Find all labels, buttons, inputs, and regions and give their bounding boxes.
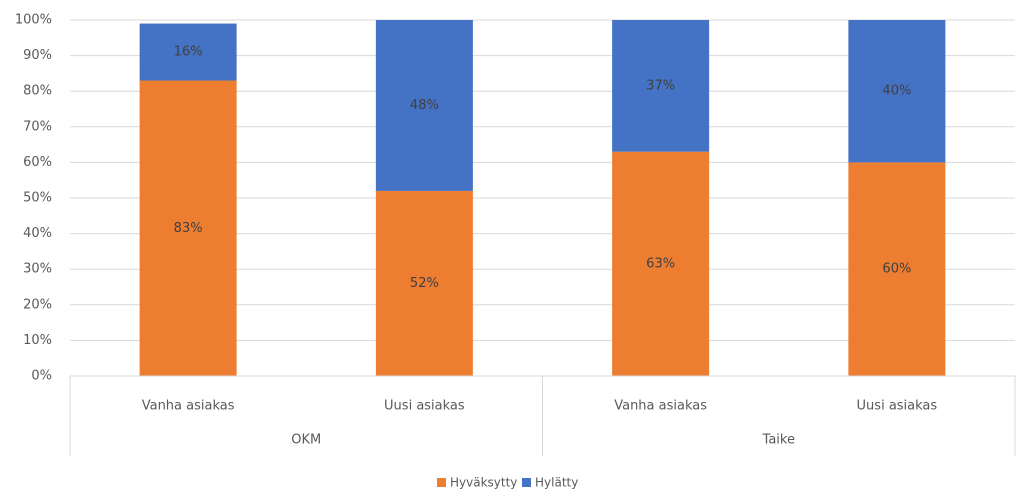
bar-segment	[612, 20, 710, 152]
data-label: 48%	[410, 98, 439, 113]
y-tick-label: 90%	[23, 48, 52, 63]
data-label: 83%	[174, 221, 203, 236]
bar-segment	[848, 162, 946, 376]
legend-label: Hyväksytty	[450, 476, 517, 490]
bar-segment	[848, 20, 946, 163]
bar-segment	[375, 20, 473, 191]
group-label: Taike	[762, 433, 795, 448]
bar-segment	[375, 190, 473, 376]
bar-segment	[139, 80, 237, 377]
x-tick-label: Uusi asiakas	[857, 399, 938, 414]
y-tick-label: 50%	[23, 191, 52, 206]
y-tick-label: 0%	[31, 369, 52, 384]
y-tick-label: 10%	[23, 333, 52, 348]
y-tick-label: 60%	[23, 155, 52, 170]
group-label: OKM	[291, 433, 321, 448]
bar-segment	[612, 151, 710, 376]
x-tick-label: Vanha asiakas	[142, 399, 235, 414]
legend-swatch	[522, 478, 531, 487]
bar-segment	[139, 23, 237, 81]
data-label: 63%	[646, 256, 675, 271]
y-tick-label: 40%	[23, 226, 52, 241]
y-tick-label: 30%	[23, 262, 52, 277]
x-tick-label: Uusi asiakas	[384, 399, 465, 414]
y-tick-label: 20%	[23, 297, 52, 312]
data-label: 37%	[646, 78, 675, 93]
data-label: 60%	[882, 262, 911, 277]
x-tick-label: Vanha asiakas	[614, 399, 707, 414]
y-tick-label: 100%	[15, 13, 52, 28]
y-tick-label: 70%	[23, 119, 52, 134]
y-tick-label: 80%	[23, 84, 52, 99]
data-label: 52%	[410, 276, 439, 291]
legend-swatch	[437, 478, 446, 487]
legend-label: Hylätty	[535, 476, 578, 490]
data-label: 40%	[882, 84, 911, 99]
data-label: 16%	[174, 45, 203, 60]
